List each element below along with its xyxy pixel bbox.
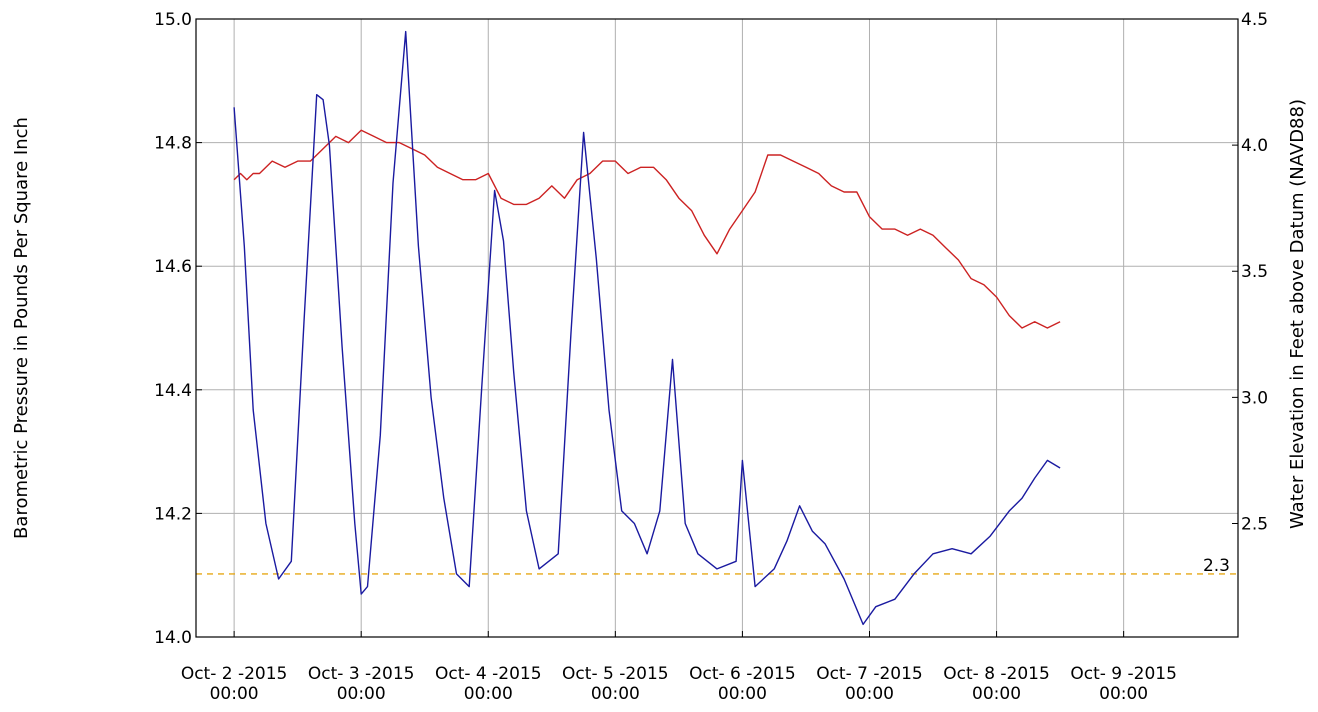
x-tick-label-time: 00:00 (845, 684, 894, 704)
y-left-tick-label: 14.2 (154, 504, 192, 524)
y-left-tick-label: 14.6 (154, 257, 192, 277)
x-tick-label-date: Oct- 9 -2015 (1070, 664, 1177, 684)
y-left-tick-label: 14.0 (154, 628, 192, 648)
x-tick-label-time: 00:00 (972, 684, 1021, 704)
y-right-tick-label: 4.0 (1241, 136, 1268, 156)
x-tick-label-time: 00:00 (1099, 684, 1148, 704)
x-tick-label-date: Oct- 2 -2015 (181, 664, 288, 684)
y-right-axis-title: Water Elevation in Feet above Datum (NAV… (1287, 99, 1308, 529)
reference-line-group: 2.3 (196, 556, 1238, 576)
x-tick-label-date: Oct- 5 -2015 (562, 664, 669, 684)
x-tick-label-date: Oct- 7 -2015 (816, 664, 923, 684)
pressure-series-line (233, 129, 1061, 329)
x-tick-label-time: 00:00 (337, 684, 386, 704)
x-tick-label-time: 00:00 (718, 684, 767, 704)
x-tick-label-date: Oct- 4 -2015 (435, 664, 542, 684)
right-axis: 2.5 3.0 3.5 4.0 4.5 (1232, 10, 1268, 534)
x-tick-label-time: 00:00 (591, 684, 640, 704)
y-right-tick-label: 2.5 (1241, 514, 1268, 534)
water-elevation-series-line (233, 30, 1061, 626)
x-tick-label-time: 00:00 (464, 684, 513, 704)
y-left-tick-label: 14.8 (154, 134, 192, 154)
x-tick-label-date: Oct- 6 -2015 (689, 664, 796, 684)
plot-frame (195, 18, 1239, 638)
left-axis: 14.0 14.2 14.4 14.6 14.8 15.0 (154, 10, 202, 648)
x-tick-label-time: 00:00 (210, 684, 259, 704)
y-right-tick-label: 3.5 (1241, 262, 1268, 282)
grid-lines (196, 19, 1238, 637)
x-tick-label-date: Oct- 8 -2015 (943, 664, 1050, 684)
y-left-tick-label: 15.0 (154, 10, 192, 30)
y-left-axis-title: Barometric Pressure in Pounds Per Square… (11, 117, 32, 539)
y-right-tick-label: 3.0 (1241, 388, 1268, 408)
series-group (233, 30, 1061, 626)
reference-line-label: 2.3 (1203, 556, 1230, 576)
x-tick-label-date: Oct- 3 -2015 (308, 664, 415, 684)
y-left-tick-label: 14.4 (154, 381, 192, 401)
y-right-tick-label: 4.5 (1241, 10, 1268, 30)
